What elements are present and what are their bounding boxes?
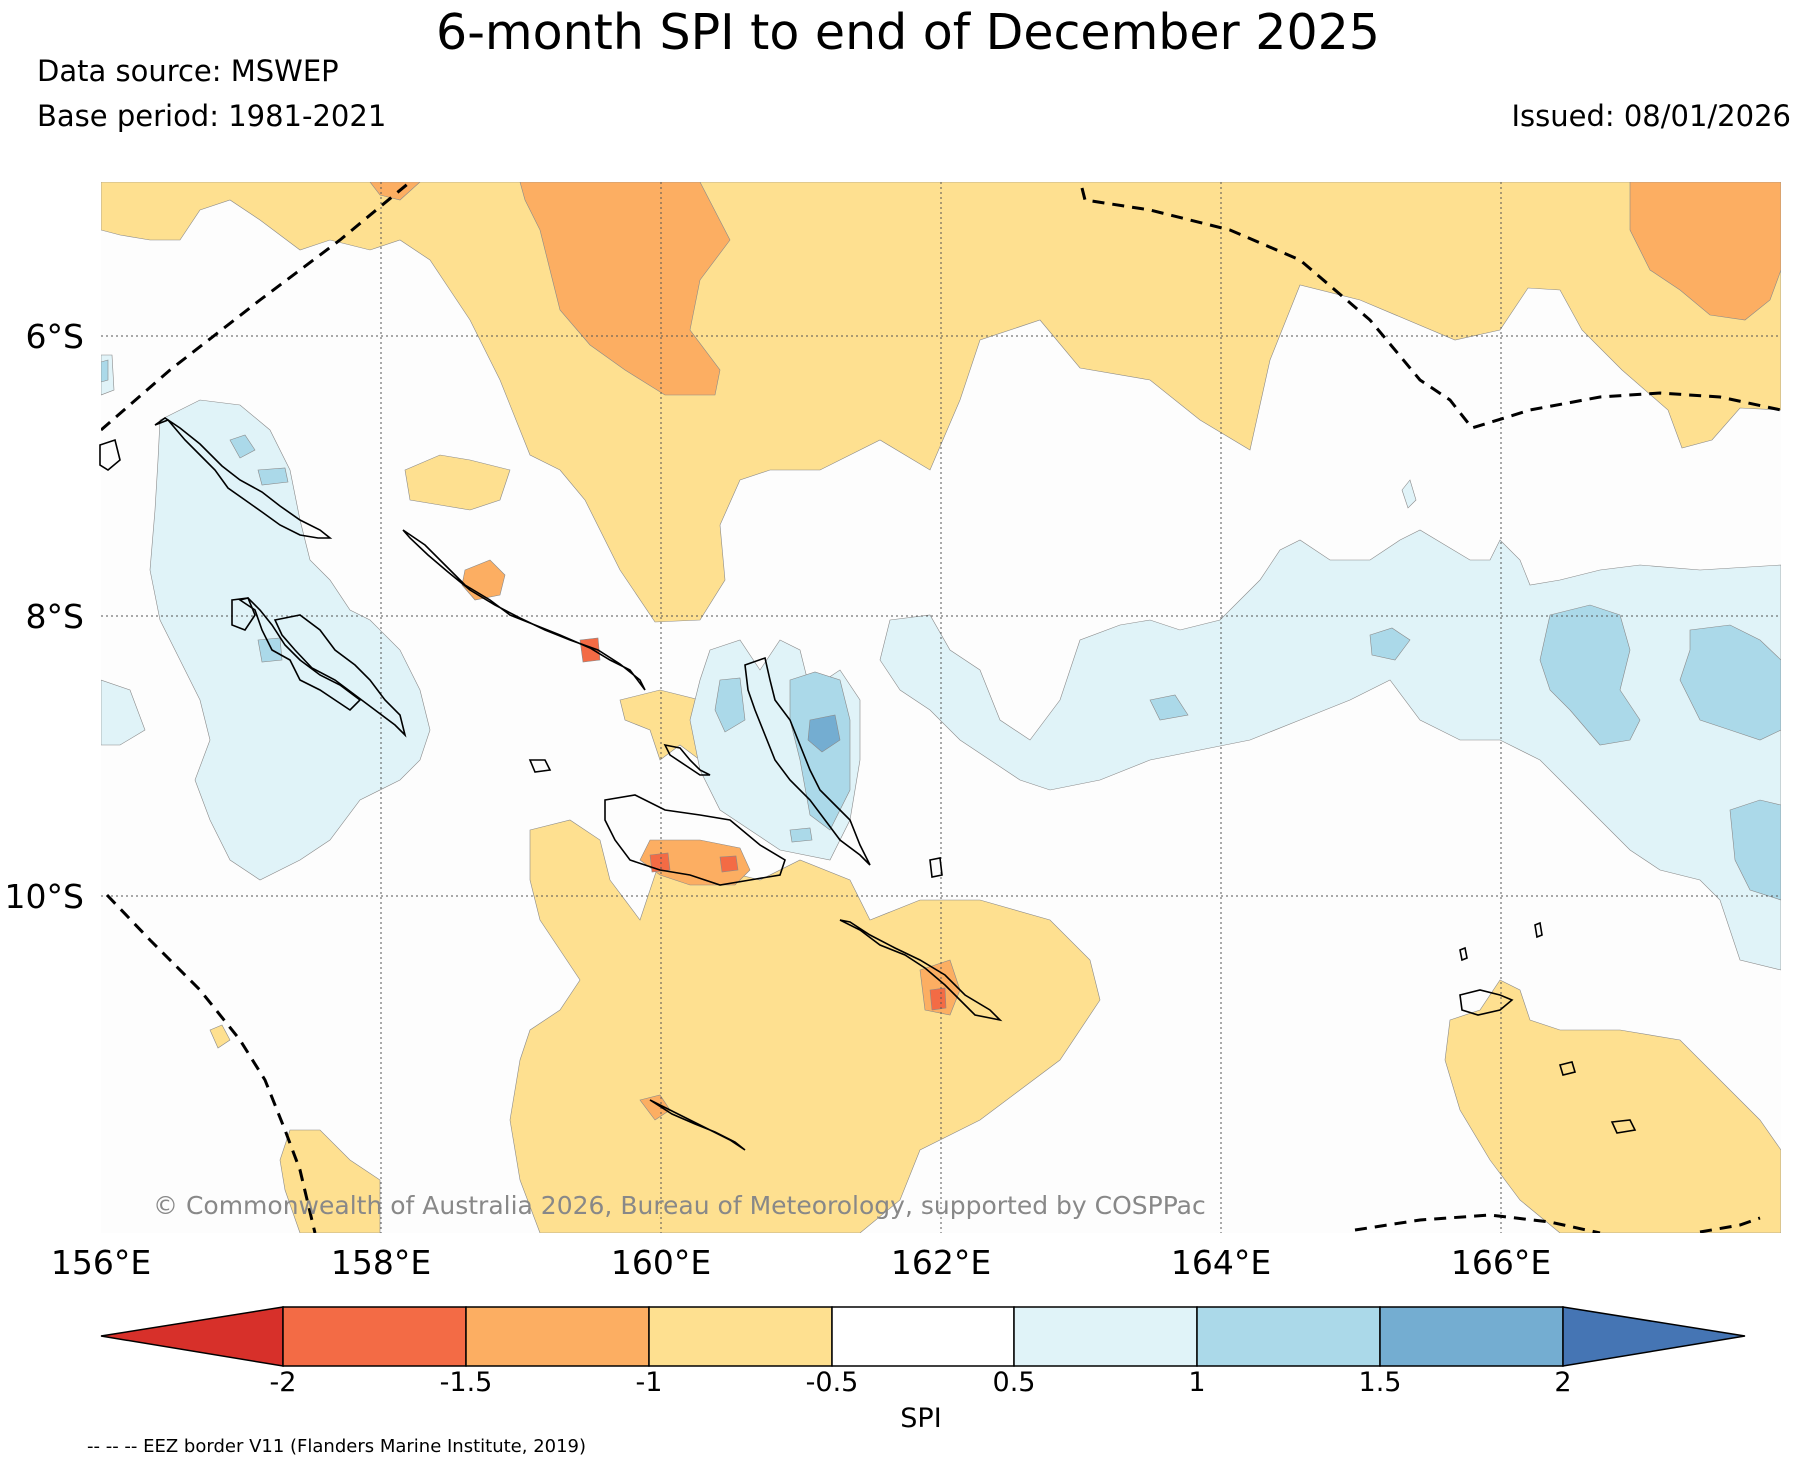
santa-isabel-coast (238, 597, 362, 712)
lon-label-156e: 156°E (50, 1243, 152, 1282)
lat-label-8s: 8°S (25, 597, 84, 636)
dry-core-makira (919, 959, 961, 1016)
wetter-east-5 (1729, 799, 1781, 901)
colorbar-tick-1-5: 1.5 (1358, 1367, 1402, 1398)
wetter-west-edge (101, 359, 109, 383)
dry-core-north (369, 182, 421, 201)
choiseul-coast (402, 529, 646, 691)
new-georgia-coast (273, 614, 407, 738)
wet-spot-ne (1401, 479, 1417, 509)
malaita-coast (744, 656, 871, 866)
temotu-coast (1459, 989, 1514, 1016)
small-island-2 (929, 857, 943, 878)
eez-border (101, 182, 1781, 1233)
lat-label-6s: 6°S (25, 317, 84, 356)
wetter-east-1 (1369, 627, 1411, 661)
lat-label-10s: 10°S (4, 877, 84, 916)
anuta-coast (1610, 1119, 1637, 1134)
vanikoro-coast (1558, 1061, 1577, 1076)
wetter-east-3 (1539, 604, 1641, 746)
colorbar-tick-1: 1 (1188, 1367, 1206, 1398)
wetter-east-2 (1149, 694, 1189, 721)
wetter-bougainville-n (229, 434, 256, 459)
graticule (101, 182, 1781, 1233)
issued-date-label: Issued: 08/01/2026 (1511, 99, 1791, 133)
wet-area-bougainville (149, 399, 431, 881)
wet-spot-west-edge (101, 679, 146, 746)
colorbar-tick-0-5: 0.5 (992, 1367, 1036, 1398)
small-island-1 (528, 759, 552, 773)
guadalcanal-coast (604, 794, 786, 886)
small-island-5 (99, 438, 121, 471)
lon-label-158e: 158°E (330, 1243, 432, 1282)
lon-label-166e: 166°E (1450, 1243, 1552, 1282)
colorbar-tick-neg1: -1 (635, 1367, 663, 1398)
colorbar-title: SPI (900, 1403, 942, 1434)
lon-label-162e: 162°E (890, 1243, 992, 1282)
base-period-label: Base period: 1981-2021 (37, 99, 387, 133)
dry-spot-sw (209, 1024, 231, 1049)
makira-coast (839, 919, 1003, 1022)
florida-islands-coast (663, 743, 711, 776)
small-island-3 (1534, 921, 1543, 939)
very-dry-makira (929, 987, 947, 1011)
wetter-malaita-w (714, 677, 746, 733)
wetter-choiseul (257, 637, 283, 663)
colorbar-tick-2: 2 (1554, 1367, 1572, 1398)
copyright-notice: © Commonwealth of Australia 2026, Bureau… (153, 1191, 1206, 1220)
lon-label-164e: 164°E (1170, 1243, 1272, 1282)
colorbar-tick-neg1-5: -1.5 (439, 1367, 493, 1398)
data-source-label: Data source: MSWEP (37, 54, 339, 88)
eez-legend-note: -- -- -- EEZ border V11 (Flanders Marine… (87, 1436, 587, 1457)
wetter-malaita-s (789, 827, 813, 843)
wetter-bougainville-s (257, 467, 289, 486)
dry-area-sw (279, 1129, 381, 1233)
dry-core-malaita (519, 182, 731, 396)
colorbar-tick-neg2: -2 (269, 1367, 297, 1398)
wettest-malaita (807, 714, 841, 753)
dry-island-159 (404, 454, 511, 511)
coastlines (99, 417, 1637, 1151)
very-dry-guadalcanal-e (719, 855, 739, 873)
very-dry-new-georgia (579, 637, 601, 663)
bougainville-coast (154, 417, 333, 539)
colorbar-tick-neg0-5: -0.5 (805, 1367, 859, 1398)
small-island-4 (1459, 946, 1468, 962)
lon-label-160e: 160°E (610, 1243, 712, 1282)
rennell-coast (649, 1099, 746, 1151)
very-dry-guadalcanal-w (649, 852, 671, 873)
dry-area-se (1444, 979, 1781, 1233)
dry-core-ne (1629, 182, 1781, 321)
shortland-coast (231, 597, 256, 631)
map-title: 6-month SPI to end of December 2025 (436, 4, 1380, 61)
wetter-east-4 (1679, 624, 1781, 741)
